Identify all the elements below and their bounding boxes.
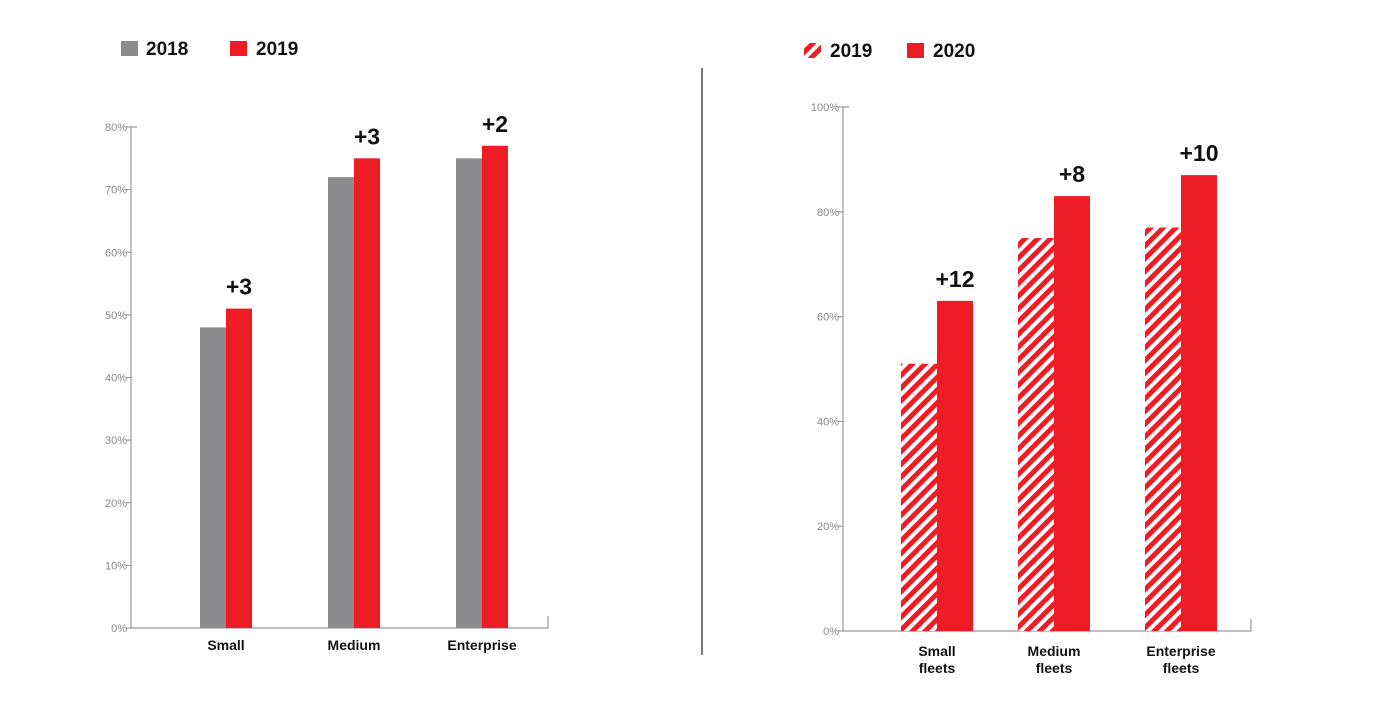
bar-2018-1	[328, 177, 354, 628]
bar-2019-2	[482, 145, 508, 628]
delta-annotation: +3	[226, 274, 252, 300]
x-category-label-line: fleets	[1163, 660, 1200, 676]
x-category-label-line: Small	[918, 643, 955, 659]
y-tick-label: 70%	[105, 185, 127, 197]
x-category-label: Enterprise	[447, 637, 516, 653]
bar-2019-1	[354, 158, 380, 628]
x-category-label-line: Enterprise	[447, 637, 516, 653]
bar-2018-2	[456, 158, 482, 628]
x-category-label: Medium fleets	[1028, 643, 1081, 676]
bar-2019-2	[1145, 227, 1181, 631]
chart-panel-1: 2018 2019 0% 10% 20% 30% 40% 50% 60% 70% 80% +3 Smal…	[105, 39, 549, 653]
x-category-label-line: Small	[207, 637, 244, 653]
y-tick-label: 30%	[105, 435, 127, 447]
bar-2019-0	[226, 308, 252, 628]
x-category-label-line: Enterprise	[1146, 643, 1215, 659]
y-tick-label: 60%	[105, 247, 127, 259]
x-category-label-line: fleets	[919, 660, 956, 676]
y-tick-label: 0%	[823, 626, 839, 638]
bar-2020-2	[1181, 175, 1217, 631]
legend-swatch-2018	[121, 41, 138, 56]
bar-2020-1	[1054, 196, 1090, 631]
legend-swatch-2019	[804, 43, 821, 58]
x-category-label-line: Medium	[328, 637, 381, 653]
x-category-label: Small fleets	[918, 643, 955, 676]
y-tick-label: 80%	[105, 122, 127, 134]
y-tick-label: 0%	[111, 623, 127, 635]
y-tick-label: 10%	[105, 560, 127, 572]
delta-annotation: +10	[1179, 140, 1218, 166]
delta-annotation: +8	[1059, 161, 1085, 187]
legend-label-2019: 2019	[830, 41, 872, 62]
bar-2018-0	[200, 327, 226, 628]
delta-annotation: +2	[482, 111, 508, 137]
y-tick-label: 80%	[817, 207, 839, 219]
y-tick-label: 40%	[817, 416, 839, 428]
x-category-label: Enterprise fleets	[1146, 643, 1215, 676]
legend-swatch-2019	[230, 41, 247, 56]
bar-2019-0	[901, 363, 937, 631]
y-tick-label: 50%	[105, 310, 127, 322]
y-tick-label: 100%	[811, 102, 839, 114]
bar-2019-1	[1018, 238, 1054, 631]
x-category-label: Small	[207, 637, 244, 653]
x-category-label-line: fleets	[1036, 660, 1073, 676]
x-category-label: Medium	[328, 637, 381, 653]
y-tick-label: 20%	[105, 498, 127, 510]
y-tick-label: 60%	[817, 312, 839, 324]
y-tick-label: 40%	[105, 373, 127, 385]
legend-label-2020: 2020	[933, 41, 975, 62]
delta-annotation: +3	[354, 123, 380, 149]
x-category-label-line: Medium	[1028, 643, 1081, 659]
delta-annotation: +12	[935, 266, 974, 292]
bar-2020-0	[937, 300, 973, 631]
y-tick-label: 20%	[817, 521, 839, 533]
legend-label-2019: 2019	[256, 39, 298, 60]
legend-label-2018: 2018	[146, 39, 188, 60]
legend-swatch-2020	[907, 43, 924, 58]
